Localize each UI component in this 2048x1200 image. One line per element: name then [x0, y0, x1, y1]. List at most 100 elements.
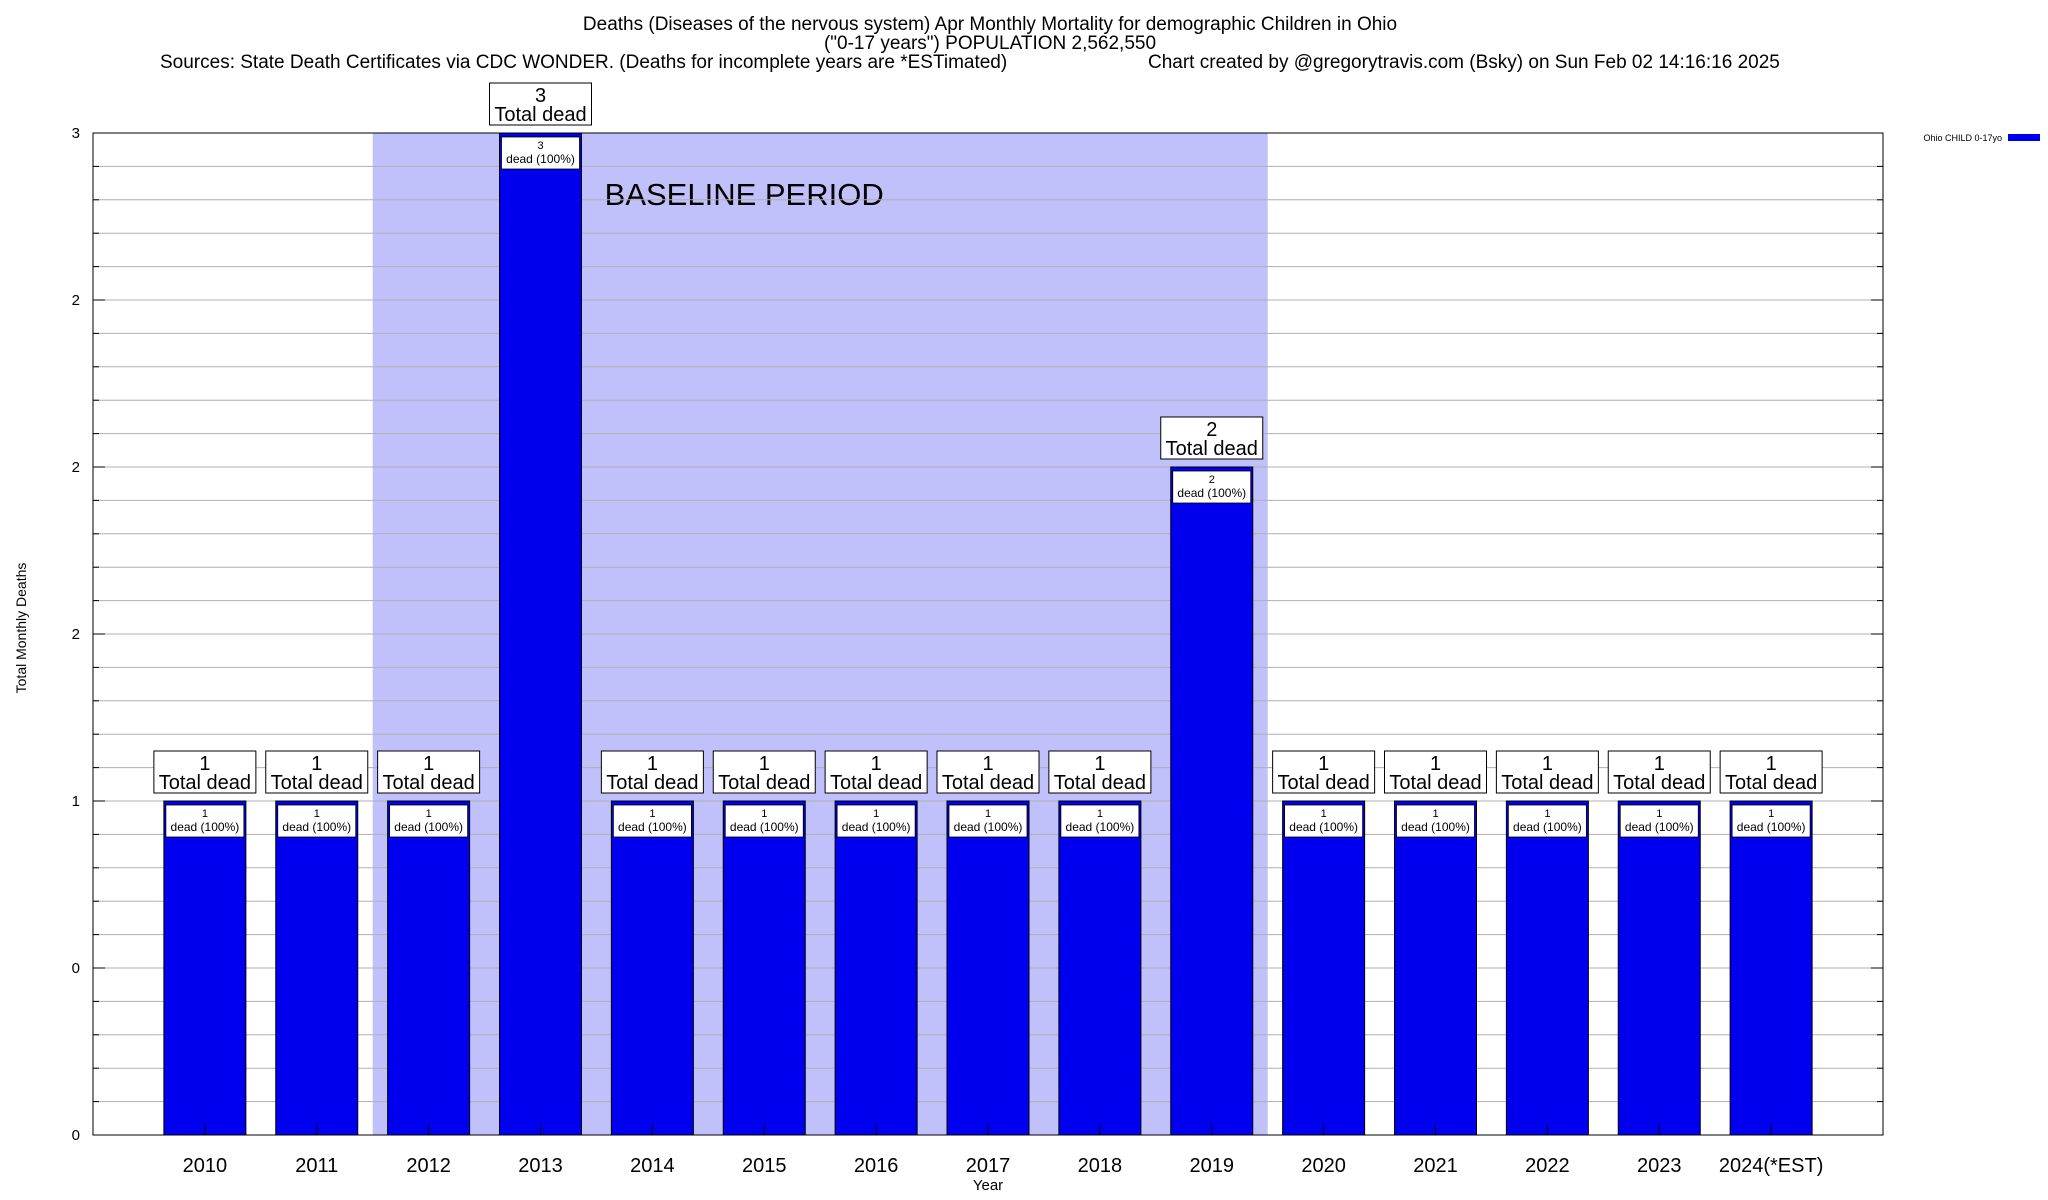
bar-inner-value: 3 [537, 140, 543, 152]
x-tick-label: 2019 [1190, 1155, 1235, 1177]
y-tick-label: 3 [72, 125, 80, 142]
bar-total-label-box [1272, 750, 1376, 794]
bar-inner-label: dead (100%) [506, 152, 575, 166]
bar-inner-label-box [836, 804, 916, 838]
bar-total-label-box [377, 750, 481, 794]
bar-inner-label-box [724, 804, 804, 838]
bar-total-label: Total dead [1277, 772, 1369, 794]
y-tick-label: 2 [72, 626, 80, 643]
x-tick-label: 2023 [1637, 1155, 1682, 1177]
bar-total-label-box [153, 750, 257, 794]
bar-inner-value: 1 [1321, 808, 1327, 820]
y-tick-label: 1 [72, 793, 80, 810]
bar-total-label-box [1719, 750, 1823, 794]
bar [275, 800, 359, 1136]
bar-inner-value: 1 [1656, 808, 1662, 820]
bar-inner-label: dead (100%) [394, 820, 463, 834]
chart-credit: Chart created by @gregorytravis.com (Bsk… [1148, 52, 1780, 73]
bar-total-label: Total dead [606, 772, 698, 794]
bar-inner-label-box [165, 804, 245, 838]
bar-total-label: Total dead [1389, 772, 1481, 794]
x-tick-label: 2016 [854, 1155, 899, 1177]
bar-inner-label: dead (100%) [954, 820, 1023, 834]
bar-inner-label: dead (100%) [1177, 486, 1246, 500]
bar-total-value: 1 [199, 753, 210, 775]
bar-total-label-box [1607, 750, 1711, 794]
bar-inner-label-box [1396, 804, 1475, 838]
bar-total-label: Total dead [1725, 772, 1817, 794]
bar-inner-label: dead (100%) [730, 820, 799, 834]
bar-inner-label: dead (100%) [1513, 820, 1582, 834]
bar-inner-value: 1 [1544, 808, 1550, 820]
bar-total-value: 1 [1094, 753, 1105, 775]
bar-total-label-box [1495, 750, 1599, 794]
chart-sources: Sources: State Death Certificates via CD… [160, 52, 1008, 73]
bar-inner-label-box [948, 804, 1028, 838]
x-tick-label: 2020 [1301, 1155, 1346, 1177]
x-tick-label: 2010 [183, 1155, 228, 1177]
bar [163, 800, 247, 1136]
y-tick-label: 0 [72, 960, 80, 977]
legend: Ohio CHILD 0-17yo [1923, 133, 2040, 143]
bar-inner-label: dead (100%) [171, 820, 240, 834]
x-axis-label: Year [973, 1177, 1003, 1194]
bar-inner-label-box [1619, 804, 1699, 838]
bar-total-value: 1 [759, 753, 770, 775]
bar-inner-value: 1 [649, 808, 655, 820]
bar-inner-label-box [501, 136, 580, 170]
x-tick-label: 2022 [1525, 1155, 1570, 1177]
bar-total-label: Total dead [1501, 772, 1593, 794]
bar [1282, 800, 1366, 1136]
bar-total-value: 1 [1318, 753, 1329, 775]
bar-inner-value: 1 [873, 808, 879, 820]
bar-total-value: 1 [982, 753, 993, 775]
bar-total-value: 1 [1542, 753, 1553, 775]
bar-inner-value: 1 [202, 808, 208, 820]
baseline-period-label: BASELINE PERIOD [605, 177, 884, 212]
bar-total-label-box [1048, 750, 1152, 794]
bar [1617, 800, 1701, 1136]
bar-inner-value: 1 [761, 808, 767, 820]
bar-total-label: Total dead [271, 772, 363, 794]
legend-swatch [2008, 134, 2040, 141]
bar [1394, 800, 1477, 1136]
bar-inner-value: 1 [314, 808, 320, 820]
bar-total-label: Total dead [1613, 772, 1705, 794]
x-tick-label: 2011 [295, 1155, 338, 1177]
bar-total-label: Total dead [159, 772, 251, 794]
bar-inner-label: dead (100%) [1737, 820, 1806, 834]
bar-total-value: 2 [1206, 419, 1217, 441]
bar-total-label-box [600, 750, 704, 794]
bar [1505, 800, 1589, 1136]
bar-total-label-box [824, 750, 928, 794]
bar-total-label-box [489, 82, 592, 126]
bar-inner-value: 1 [426, 808, 432, 820]
bar-inner-label: dead (100%) [1625, 820, 1694, 834]
bar-inner-label-box [1507, 804, 1587, 838]
bar [722, 800, 806, 1136]
bar-total-value: 1 [1766, 753, 1777, 775]
x-tick-label: 2021 [1413, 1155, 1458, 1177]
bar-inner-label-box [1731, 804, 1811, 838]
chart-subtitle: ("0-17 years") POPULATION 2,562,550 [823, 33, 1157, 54]
x-tick-label: 2017 [966, 1155, 1011, 1177]
bar-total-label-box [1160, 416, 1264, 460]
bar-inner-value: 1 [1097, 808, 1103, 820]
bar-inner-label-box [612, 804, 692, 838]
bar-total-label: Total dead [718, 772, 810, 794]
bar-inner-value: 1 [1432, 808, 1438, 820]
bar-total-label-box [265, 750, 369, 794]
x-tick-label: 2015 [742, 1155, 787, 1177]
legend-label: Ohio CHILD 0-17yo [1923, 133, 2002, 143]
x-tick-label: 2014 [630, 1155, 675, 1177]
bar-inner-label: dead (100%) [618, 820, 687, 834]
y-tick-label: 2 [72, 292, 80, 309]
bar-inner-value: 1 [1768, 808, 1774, 820]
bar-total-label: Total dead [942, 772, 1034, 794]
bar-total-label: Total dead [382, 772, 474, 794]
bar-total-value: 1 [647, 753, 658, 775]
bar [1058, 800, 1142, 1136]
bar [1170, 466, 1254, 1136]
bar-inner-value: 2 [1209, 474, 1215, 486]
